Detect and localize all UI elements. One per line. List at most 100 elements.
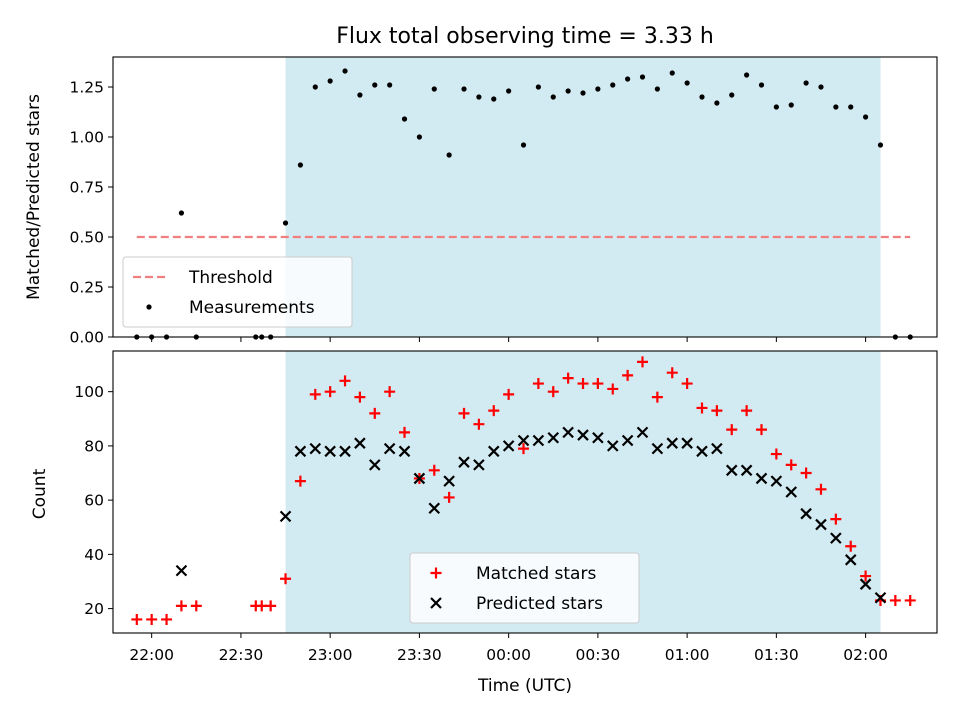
matched-stars-point: [190, 600, 202, 612]
matched-stars-point: [354, 391, 366, 403]
matched-stars-point: [741, 405, 753, 417]
measurements-point: [178, 210, 185, 216]
measurements-point: [476, 94, 482, 100]
predicted-stars-point: [696, 445, 708, 458]
matched-stars-point: [622, 369, 634, 381]
matched-stars-point: [562, 372, 574, 384]
measurements-point: [297, 162, 304, 168]
x-tick-label: 00:30: [576, 646, 621, 664]
predicted-stars-point: [473, 459, 485, 471]
matched-stars-point: [339, 375, 351, 387]
predicted-stars-point: [725, 464, 738, 477]
legend-marker-predicted-stars: [430, 597, 442, 609]
measurements-point: [773, 104, 779, 110]
predicted-stars-point: [800, 507, 812, 520]
predicted-stars-point: [517, 434, 530, 447]
matched-stars-point: [131, 613, 143, 625]
matched-stars-point: [726, 424, 738, 436]
plot-frame: [112, 350, 938, 634]
x-axis-label: Time (UTC): [477, 676, 572, 696]
measurements-point: [729, 92, 735, 98]
matched-stars-point: [830, 513, 842, 525]
predicted-stars-point: [324, 445, 336, 458]
matched-stars-point: [443, 491, 455, 503]
measurements-point: [506, 88, 512, 94]
matched-stars-point: [294, 475, 306, 487]
predicted-stars-point: [770, 475, 783, 487]
predicted-stars-point: [547, 431, 560, 444]
predicted-stars-point: [740, 464, 753, 477]
matched-stars-point: [428, 464, 440, 476]
matched-stars-point: [532, 378, 544, 390]
measurements-point: [833, 104, 839, 110]
predicted-stars-point: [755, 472, 768, 485]
matched-stars-point: [845, 540, 857, 552]
predicted-stars-point: [562, 426, 574, 439]
predicted-stars-point: [815, 518, 827, 531]
y-tick-label: 0.75: [69, 179, 104, 197]
measurements-point: [669, 70, 675, 76]
measurements-point: [848, 104, 854, 110]
predicted-stars-point: [859, 578, 872, 590]
predicted-stars-point: [592, 431, 604, 444]
measurements-point: [416, 134, 422, 140]
measurements-point: [312, 84, 318, 90]
observing-span-shade: [285, 57, 881, 337]
predicted-stars-point: [175, 564, 188, 577]
matched-stars-point: [265, 600, 277, 612]
x-tick-label: 02:00: [843, 646, 888, 664]
matched-stars-point: [666, 367, 678, 379]
matched-stars-point: [146, 613, 158, 625]
panel-2: 20 40 60 80 100 22:00 22:30 23:00 23:30 00:00 00:3…: [74, 350, 938, 664]
matched-stars-point: [399, 426, 411, 438]
predicted-stars-point: [606, 440, 619, 452]
predicted-stars-point: [413, 472, 426, 485]
panel-1: 0.00 0.25 0.50 0.75 1.00 1.25 Threshold Measure…: [69, 56, 938, 347]
y-tick-label: 100: [74, 383, 104, 401]
measurements-point: [654, 86, 660, 92]
predicted-stars-point: [532, 434, 545, 447]
y-tick-label: 0.00: [69, 329, 104, 347]
predicted-stars-point: [785, 486, 798, 498]
predicted-stars-point: [383, 442, 396, 455]
matched-stars-point: [458, 407, 470, 419]
matched-stars-point: [785, 459, 797, 471]
matched-stars-point: [324, 386, 336, 398]
predicted-stars-point: [279, 510, 292, 523]
x-tick-label: 23:30: [397, 646, 442, 664]
measurements-point: [863, 114, 869, 120]
predicted-stars-point: [681, 437, 693, 449]
measurements-point: [818, 84, 824, 90]
measurements-point: [357, 92, 363, 98]
predicted-stars-point: [651, 442, 664, 455]
measurements-point: [803, 80, 809, 86]
measurements-point: [744, 72, 750, 78]
measurements-point: [535, 84, 541, 90]
predicted-stars-point: [844, 554, 857, 566]
measurements-point: [446, 152, 452, 158]
predicted-stars-point: [666, 437, 679, 449]
x-tick-label: 22:00: [129, 646, 174, 664]
top-y-axis-label: Matched/Predicted stars: [24, 94, 44, 300]
matched-stars-point: [309, 388, 321, 400]
matched-stars-point: [175, 600, 187, 612]
matched-stars-point: [681, 378, 693, 390]
matched-stars-point: [161, 613, 173, 625]
measurements-point: [520, 142, 527, 148]
y-tick-label: 20: [84, 600, 104, 618]
legend-label-predicted-stars: Predicted stars: [476, 594, 603, 614]
matched-stars-point: [473, 418, 485, 430]
predicted-stars-point: [458, 456, 470, 468]
predicted-stars-point: [443, 475, 455, 487]
predicted-stars-point: [368, 459, 381, 471]
matched-stars-point: [518, 443, 530, 455]
measurements-point: [610, 82, 616, 88]
measurements-point: [595, 86, 601, 92]
measurements-point: [491, 96, 497, 102]
predicted-stars-point: [621, 434, 634, 447]
legend: Matched stars Predicted stars: [409, 552, 640, 624]
matched-stars-point: [889, 594, 901, 606]
matched-stars-point: [637, 356, 649, 368]
legend-marker-measurements: [146, 304, 152, 310]
